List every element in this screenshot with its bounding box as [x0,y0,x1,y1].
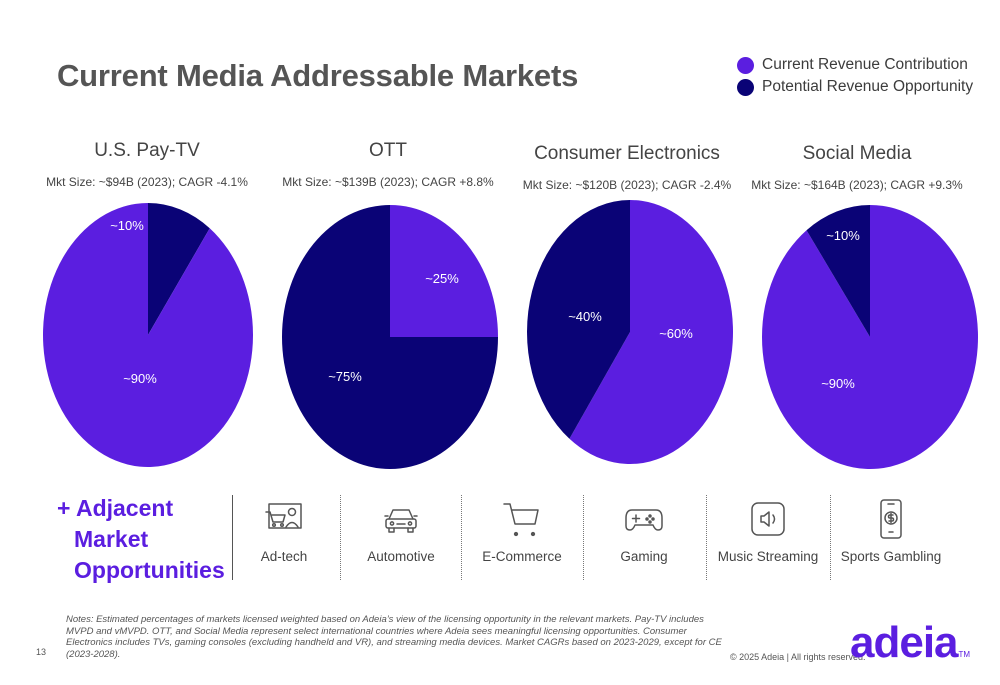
opportunity-label: Ad-tech [260,549,308,564]
pie-slice [527,200,630,439]
chart-subtitle: Mkt Size: ~$120B (2023); CAGR -2.4% [522,178,732,192]
opportunity-label: Music Streaming [717,549,819,564]
logo-text: adeia [850,618,959,667]
slice-label: ~25% [425,271,459,286]
slice-label: ~90% [123,371,157,386]
shopping-cart-icon [503,503,539,537]
slice-label: ~90% [821,376,855,391]
slice-label: ~75% [328,369,362,384]
divider [830,495,831,580]
pie-chart-1: ~25% ~75% [282,205,498,469]
opportunity-label: Automotive [367,549,435,564]
opportunity-gaming: Gaming [584,497,704,564]
opportunity-ad-tech: Ad-tech [224,497,344,564]
pie-chart-0: ~10% ~90% [43,203,254,467]
chart-subtitle: Mkt Size: ~$139B (2023); CAGR +8.8% [282,175,494,189]
slice-label: ~10% [826,228,860,243]
logo-trademark: TM [958,650,971,659]
pie-slice [390,205,498,337]
pie-slice [282,205,498,469]
page-title: Current Media Addressable Markets [57,58,579,93]
slice-label: ~60% [659,326,693,341]
slice-label: ~10% [110,218,144,233]
legend-label-current: Current Revenue Contribution [762,56,968,73]
chart-header-ott: OTT Mkt Size: ~$139B (2023); CAGR +8.8% [268,140,508,189]
chart-header-pay-tv: U.S. Pay-TV Mkt Size: ~$94B (2023); CAGR… [27,140,267,189]
divider [583,495,584,580]
pie-chart-3: ~90% ~10% [762,205,979,470]
adjacent-markets-title: + Adjacent Market Opportunities [57,493,225,586]
chart-subtitle: Mkt Size: ~$94B (2023); CAGR -4.1% [46,175,248,189]
opportunity-label: Gaming [620,549,668,564]
chart-title: Social Media [802,143,912,164]
divider [706,495,707,580]
opportunity-automotive: Automotive [341,497,461,564]
adjacent-title-line1: + Adjacent [57,495,174,521]
opportunity-label: E-Commerce [482,549,562,564]
car-icon [384,509,418,533]
chart-title: OTT [369,140,407,161]
divider [232,495,233,580]
legend-item-potential: Potential Revenue Opportunity [737,76,973,98]
pie-slice [762,205,979,470]
game-controller-icon [625,509,663,531]
phone-dollar-icon [880,499,902,539]
chart-header-social-media: Social Media Mkt Size: ~$164B (2023); CA… [737,143,977,192]
chart-legend: Current Revenue Contribution Potential R… [737,54,973,98]
chart-title: Consumer Electronics [534,143,720,164]
chart-subtitle: Mkt Size: ~$164B (2023); CAGR +9.3% [751,178,963,192]
pie-slice [43,203,254,467]
ad-tech-icon [265,503,302,529]
pie-slice [569,200,734,464]
pie-chart-2: ~60% ~40% [527,200,734,464]
pie-slice [148,203,210,335]
company-logo: adeiaTM [850,618,970,668]
divider [340,495,341,580]
legend-swatch-current [737,56,754,74]
pie-slice [806,205,870,337]
opportunity-music-streaming: Music Streaming [708,497,828,564]
footnote: Notes: Estimated percentages of markets … [66,614,722,660]
opportunity-sports-gambling: Sports Gambling [831,497,951,564]
copyright: © 2025 Adeia | All rights reserved. [730,652,866,662]
opportunity-label: Sports Gambling [840,549,942,564]
speaker-icon [751,502,785,536]
divider [461,495,462,580]
page-number: 13 [36,647,47,657]
chart-title: U.S. Pay-TV [94,140,200,161]
slice-label: ~40% [568,309,602,324]
chart-header-consumer-electronics: Consumer Electronics Mkt Size: ~$120B (2… [507,143,747,192]
opportunity-e-commerce: E-Commerce [462,497,582,564]
adjacent-title-line2: Market [74,526,149,552]
legend-swatch-potential [737,78,754,96]
adjacent-title-line3: Opportunities [74,557,225,583]
legend-item-current: Current Revenue Contribution [737,54,973,76]
legend-label-potential: Potential Revenue Opportunity [762,78,974,95]
